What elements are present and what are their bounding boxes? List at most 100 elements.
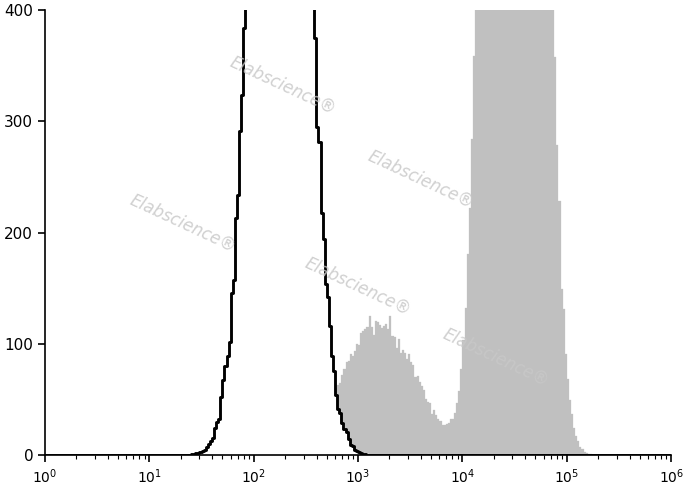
- Bar: [373, 335, 375, 455]
- Bar: [559, 201, 561, 455]
- Bar: [333, 391, 335, 455]
- Bar: [533, 0, 535, 455]
- Bar: [350, 354, 352, 455]
- Bar: [402, 350, 404, 455]
- Bar: [420, 386, 423, 455]
- Bar: [400, 353, 402, 455]
- Bar: [347, 361, 350, 455]
- Bar: [345, 362, 347, 455]
- Bar: [391, 336, 394, 455]
- Bar: [458, 391, 460, 455]
- Bar: [436, 415, 438, 455]
- Bar: [381, 327, 383, 455]
- Bar: [557, 145, 559, 455]
- Bar: [414, 377, 416, 455]
- Bar: [433, 410, 436, 455]
- Bar: [464, 308, 466, 455]
- Bar: [450, 419, 452, 455]
- Bar: [431, 414, 433, 455]
- Text: Elabscience®: Elabscience®: [440, 325, 552, 390]
- Bar: [325, 411, 327, 455]
- Bar: [300, 443, 302, 455]
- Bar: [537, 0, 539, 455]
- Bar: [490, 0, 492, 455]
- Bar: [452, 419, 454, 455]
- Bar: [341, 375, 343, 455]
- Bar: [515, 0, 517, 455]
- Bar: [552, 0, 555, 455]
- Bar: [535, 0, 537, 455]
- Bar: [590, 454, 592, 455]
- Bar: [377, 322, 379, 455]
- Bar: [473, 56, 475, 455]
- Bar: [494, 0, 496, 455]
- Text: Elabscience®: Elabscience®: [302, 254, 414, 318]
- Bar: [442, 425, 444, 455]
- Bar: [314, 426, 316, 455]
- Bar: [571, 414, 573, 455]
- Bar: [577, 441, 579, 455]
- Bar: [410, 362, 412, 455]
- Bar: [521, 0, 523, 455]
- Bar: [513, 0, 515, 455]
- Bar: [339, 383, 341, 455]
- Bar: [544, 0, 546, 455]
- Text: Elabscience®: Elabscience®: [127, 192, 239, 256]
- Bar: [588, 454, 590, 455]
- Bar: [506, 0, 508, 455]
- Bar: [425, 399, 427, 455]
- Bar: [396, 347, 398, 455]
- Bar: [569, 400, 571, 455]
- Bar: [479, 0, 481, 455]
- Bar: [567, 378, 569, 455]
- Bar: [408, 354, 410, 455]
- Bar: [462, 341, 464, 455]
- Bar: [293, 445, 295, 455]
- Bar: [541, 0, 544, 455]
- Bar: [583, 451, 585, 455]
- Bar: [531, 0, 533, 455]
- Bar: [352, 356, 354, 455]
- Bar: [504, 0, 506, 455]
- Bar: [323, 413, 325, 455]
- Text: Elabscience®: Elabscience®: [365, 147, 477, 212]
- Bar: [285, 450, 287, 455]
- Bar: [477, 0, 479, 455]
- Bar: [575, 436, 577, 455]
- Bar: [510, 0, 513, 455]
- Bar: [289, 448, 291, 455]
- Bar: [486, 0, 488, 455]
- Bar: [365, 329, 367, 455]
- Bar: [316, 424, 319, 455]
- Bar: [329, 399, 331, 455]
- Bar: [579, 447, 581, 455]
- Bar: [460, 369, 462, 455]
- Bar: [335, 388, 337, 455]
- Bar: [466, 254, 469, 455]
- Bar: [550, 0, 552, 455]
- Bar: [438, 419, 440, 455]
- Bar: [287, 449, 289, 455]
- Bar: [573, 428, 575, 455]
- Bar: [321, 415, 323, 455]
- Bar: [440, 421, 442, 455]
- Bar: [343, 369, 345, 455]
- Bar: [358, 345, 360, 455]
- Bar: [525, 0, 527, 455]
- Bar: [471, 139, 473, 455]
- Bar: [398, 339, 400, 455]
- Bar: [319, 422, 321, 455]
- Bar: [502, 0, 504, 455]
- Bar: [312, 430, 314, 455]
- Bar: [448, 423, 450, 455]
- Bar: [272, 453, 275, 455]
- Bar: [363, 331, 365, 455]
- Bar: [427, 402, 429, 455]
- Bar: [546, 0, 548, 455]
- Bar: [383, 325, 385, 455]
- Bar: [548, 0, 550, 455]
- Bar: [264, 454, 266, 455]
- Bar: [492, 0, 494, 455]
- Bar: [281, 452, 283, 455]
- Bar: [270, 454, 272, 455]
